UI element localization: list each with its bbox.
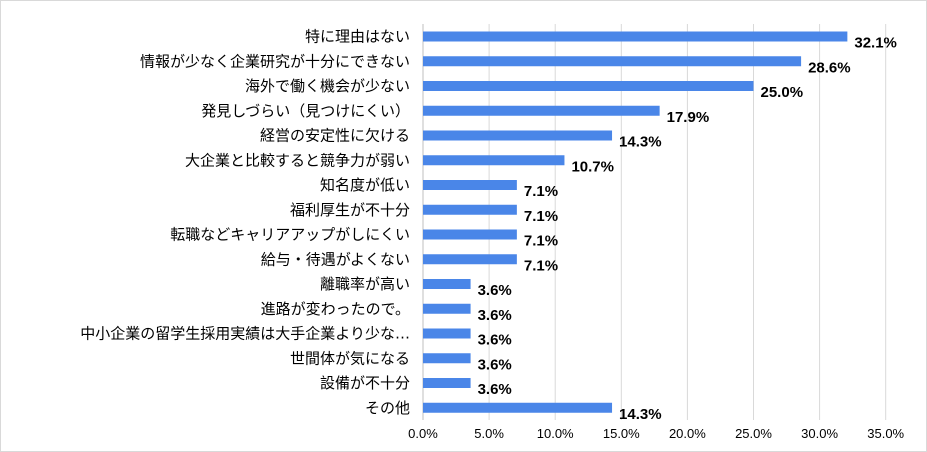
data-label: 3.6% xyxy=(478,307,512,324)
data-label: 3.6% xyxy=(478,381,512,398)
category-label: 特に理由はない xyxy=(305,28,410,46)
category-label: 経営の安定性に欠ける xyxy=(260,127,410,145)
bar xyxy=(423,155,565,166)
bar xyxy=(423,279,471,289)
category-label: 中小企業の留学生採用実績は大手企業より少な… xyxy=(80,325,410,343)
data-label: 3.6% xyxy=(478,356,512,373)
data-label: 14.3% xyxy=(619,406,662,423)
category-label: その他 xyxy=(365,399,410,417)
x-axis-tick-labels: 0.0% 5.0% 10.0% 15.0% 20.0% 25.0% 30.0% 35.0% xyxy=(408,426,904,441)
data-label: 10.7% xyxy=(571,158,614,175)
data-label: 7.1% xyxy=(524,208,558,225)
value-labels: 32.1%28.6%25.0% 17.9% 14.3% 10.7% 7.1% 7.1% 7.… xyxy=(478,35,897,423)
bar xyxy=(423,229,517,240)
bars xyxy=(423,31,848,413)
data-label: 17.9% xyxy=(667,109,710,126)
category-label: 情報が少なく企業研究が十分にできない xyxy=(140,52,410,70)
x-tick-label: 10.0% xyxy=(537,426,574,441)
data-label: 7.1% xyxy=(524,183,558,200)
category-label: 給与・待遇がよくない xyxy=(261,250,410,268)
bar xyxy=(423,353,471,364)
bar xyxy=(423,328,471,339)
category-label: 離職率が高い xyxy=(320,275,410,293)
x-tick-label: 5.0% xyxy=(474,426,504,441)
category-label: 設備が不十分 xyxy=(320,374,410,392)
bar xyxy=(423,31,848,42)
x-tick-label: 35.0% xyxy=(867,426,904,441)
data-label: 7.1% xyxy=(524,257,558,274)
data-label: 28.6% xyxy=(808,59,851,76)
bar xyxy=(423,303,471,314)
category-label: 大企業と比較すると競争力が弱い xyxy=(185,151,410,169)
category-label: 進路が変わったので。 xyxy=(261,300,410,318)
x-tick-label: 25.0% xyxy=(735,426,772,441)
category-labels: 特に理由はない情報が少なく企業研究が十分にできない海外で働く機会が少ない発見しづ… xyxy=(80,28,410,417)
x-tick-label: 0.0% xyxy=(408,426,438,441)
bar xyxy=(423,254,517,265)
data-label: 7.1% xyxy=(524,233,558,250)
bar xyxy=(423,180,517,190)
data-label: 3.6% xyxy=(478,282,512,299)
bar xyxy=(423,105,660,116)
data-label: 25.0% xyxy=(761,84,804,101)
category-label: 転職などキャリアアップがしにくい xyxy=(170,226,410,244)
bar xyxy=(423,130,613,141)
category-label: 知名度が低い xyxy=(320,176,410,194)
bar xyxy=(423,81,754,91)
data-label: 14.3% xyxy=(619,134,662,151)
data-label: 32.1% xyxy=(854,35,897,52)
bar xyxy=(423,378,471,388)
bar xyxy=(423,402,613,413)
data-label: 3.6% xyxy=(478,332,512,349)
bar xyxy=(423,204,517,215)
x-tick-label: 20.0% xyxy=(669,426,706,441)
category-label: 福利厚生が不十分 xyxy=(290,201,410,219)
x-tick-label: 30.0% xyxy=(801,426,838,441)
category-label: 海外で働く機会が少ない xyxy=(245,77,410,95)
category-label: 発見しづらい（見つけにくい） xyxy=(201,102,410,120)
bar xyxy=(423,56,802,67)
x-tick-label: 15.0% xyxy=(603,426,640,441)
category-label: 世間体が気になる xyxy=(290,349,410,367)
